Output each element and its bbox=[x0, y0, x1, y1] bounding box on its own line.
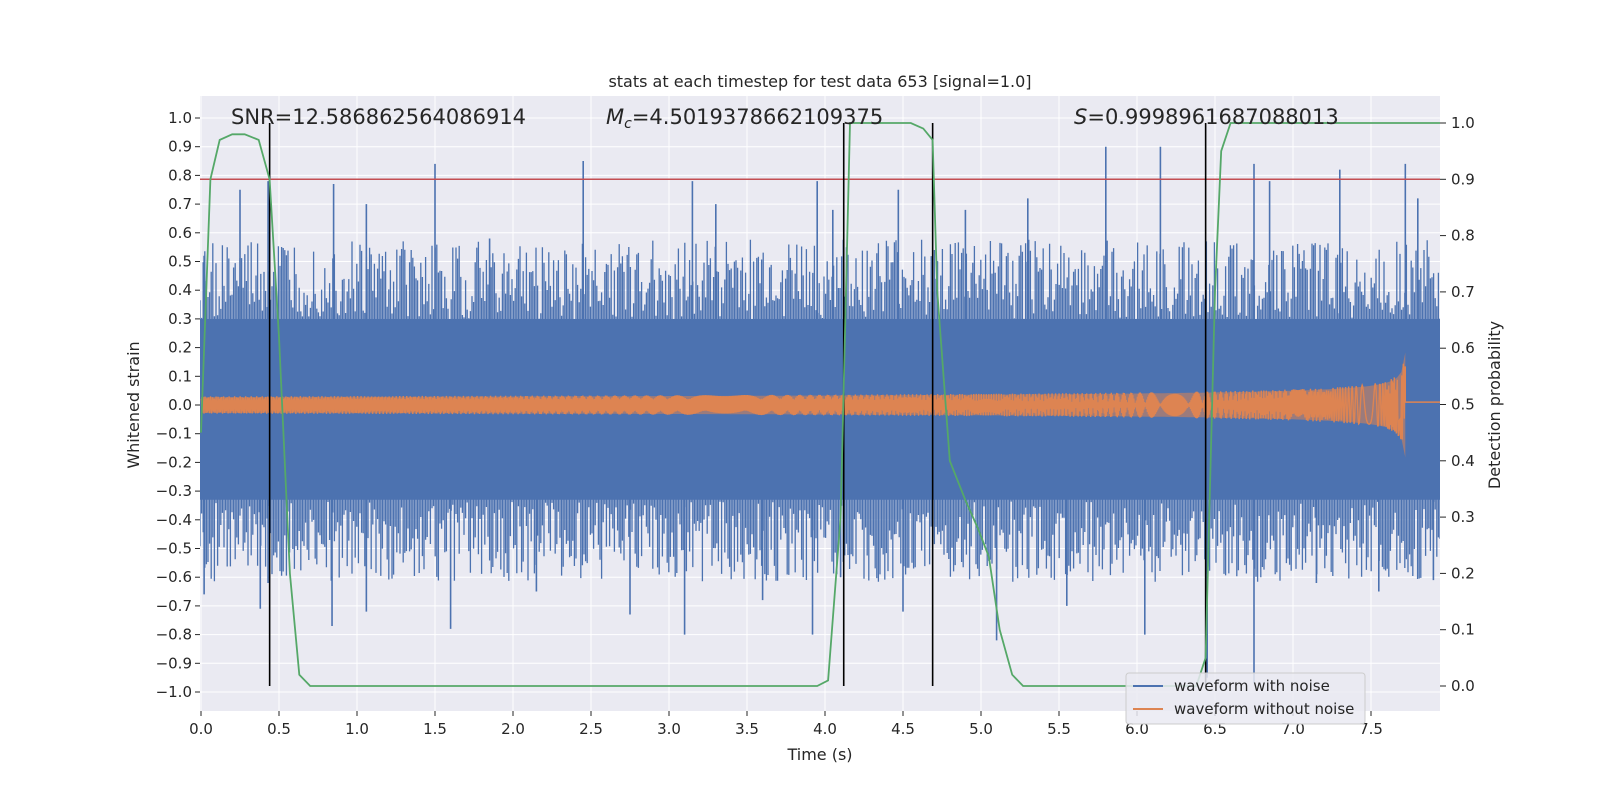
chirp-mass-value: =4.5019378662109375 bbox=[632, 105, 883, 129]
x-tick-label: 3.5 bbox=[735, 720, 759, 738]
x-tick-label: 2.0 bbox=[501, 720, 525, 738]
y-tick-label: 0.4 bbox=[168, 281, 192, 299]
y-tick-label: −1.0 bbox=[156, 683, 192, 701]
legend-label-noise: waveform with noise bbox=[1174, 677, 1330, 695]
y-tick-label: 0.2 bbox=[168, 339, 192, 357]
x-tick-label: 3.0 bbox=[657, 720, 681, 738]
y-axis-label: Whitened strain bbox=[124, 341, 143, 468]
left-axis-ticks: 1.0 0.9 0.8 0.7 0.6 0.5 0.4 0.3 0.2 0.1 0.0 −0.1 −0.… bbox=[156, 109, 200, 701]
x-tick-label: 5.5 bbox=[1047, 720, 1071, 738]
snr-annotation: SNR=12.586862564086914 bbox=[231, 105, 526, 129]
noise-waveform-spikes bbox=[203, 146, 1435, 684]
y-tick-label: −0.9 bbox=[156, 654, 192, 672]
y2-axis-label: Detection probability bbox=[1485, 321, 1504, 489]
legend-box bbox=[1125, 672, 1366, 725]
y2-tick-label: 0.7 bbox=[1451, 283, 1475, 301]
y-tick-label: 0.8 bbox=[168, 166, 192, 184]
y-tick-label: 0.0 bbox=[168, 396, 192, 414]
y-tick-label: 0.1 bbox=[168, 367, 192, 385]
y-tick-label: −0.6 bbox=[156, 568, 192, 586]
chirp-mass-symbol: M bbox=[606, 105, 624, 129]
x-tick-label: 5.0 bbox=[969, 720, 993, 738]
y-tick-label: −0.2 bbox=[156, 453, 192, 471]
chirp-mass-annotation: Mc=4.5019378662109375 bbox=[606, 105, 883, 132]
legend: waveform with noise waveform without noi… bbox=[1125, 672, 1366, 725]
y2-tick-label: 0.9 bbox=[1451, 170, 1475, 188]
y2-tick-label: 0.0 bbox=[1451, 677, 1475, 695]
y-tick-label: −0.7 bbox=[156, 597, 192, 615]
y-tick-label: 1.0 bbox=[168, 109, 192, 127]
y-tick-label: 0.6 bbox=[168, 224, 192, 242]
y-tick-label: −0.1 bbox=[156, 425, 192, 443]
y-tick-label: 0.9 bbox=[168, 138, 192, 156]
chart-title: stats at each timestep for test data 653… bbox=[608, 72, 1031, 91]
score-value: =0.9998961687088013 bbox=[1087, 105, 1338, 129]
x-tick-label: 1.5 bbox=[423, 720, 447, 738]
score-annotation: S=0.9998961687088013 bbox=[1074, 105, 1339, 129]
x-axis-label: Time (s) bbox=[786, 745, 852, 764]
y-tick-label: 0.5 bbox=[168, 253, 192, 271]
y-tick-label: −0.4 bbox=[156, 511, 192, 529]
y2-tick-label: 0.2 bbox=[1451, 564, 1475, 582]
x-tick-label: 1.0 bbox=[345, 720, 369, 738]
y2-tick-label: 0.3 bbox=[1451, 508, 1475, 526]
y2-tick-label: 0.5 bbox=[1451, 396, 1475, 414]
x-tick-label: 2.5 bbox=[579, 720, 603, 738]
y2-tick-label: 0.1 bbox=[1451, 621, 1475, 639]
x-tick-label: 7.5 bbox=[1359, 720, 1383, 738]
x-tick-label: 0.5 bbox=[267, 720, 291, 738]
y2-tick-label: 0.8 bbox=[1451, 227, 1475, 245]
y-tick-label: 0.3 bbox=[168, 310, 192, 328]
y2-tick-label: 1.0 bbox=[1451, 114, 1475, 132]
y-tick-label: −0.8 bbox=[156, 626, 192, 644]
x-tick-label: 0.0 bbox=[189, 720, 213, 738]
x-tick-label: 4.5 bbox=[891, 720, 915, 738]
score-symbol: S bbox=[1074, 105, 1087, 129]
y-tick-label: 0.7 bbox=[168, 195, 192, 213]
y-tick-label: −0.3 bbox=[156, 482, 192, 500]
x-tick-label: 4.0 bbox=[813, 720, 837, 738]
chirp-mass-subscript: c bbox=[624, 116, 632, 132]
y-tick-label: −0.5 bbox=[156, 540, 192, 558]
legend-label-clean: waveform without noise bbox=[1174, 700, 1354, 718]
vertical-markers bbox=[268, 123, 1207, 686]
y2-tick-label: 0.4 bbox=[1451, 452, 1475, 470]
right-axis-ticks: 1.0 0.9 0.8 0.7 0.6 0.5 0.4 0.3 0.2 0.1 0.0 bbox=[1440, 114, 1475, 695]
y2-tick-label: 0.6 bbox=[1451, 339, 1475, 357]
